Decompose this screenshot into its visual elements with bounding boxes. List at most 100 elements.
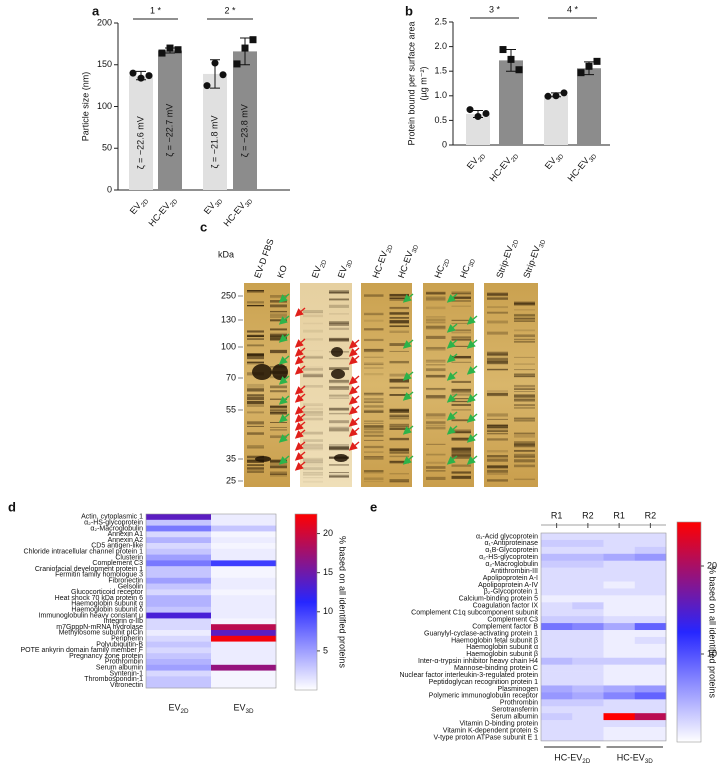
gel-band — [364, 477, 384, 481]
heatmap-cell — [572, 650, 604, 659]
gel-band — [514, 384, 535, 387]
y-tick-label: 0.5 — [434, 115, 447, 125]
row-label: α₂-Macroglobulin — [485, 561, 538, 568]
row-label: α₁B-Glycoprotein — [485, 547, 538, 554]
gel-band — [270, 294, 287, 298]
gel-band — [451, 331, 471, 334]
gel-band — [389, 312, 409, 315]
gel-band — [514, 385, 535, 388]
gel-band — [303, 467, 323, 471]
gel-band — [451, 471, 471, 474]
heatmap-cell — [541, 602, 573, 610]
gel-band — [487, 430, 508, 432]
bar — [233, 51, 257, 190]
heatmap-cell — [634, 706, 667, 714]
heatmap-cell — [541, 657, 573, 665]
gel-band — [487, 466, 508, 469]
gel-arrow — [402, 425, 414, 435]
x-tick-label: HC-EV2D — [488, 149, 521, 185]
group-label: HC-EV2D — [554, 752, 591, 765]
row-label: Fibronectin — [108, 578, 143, 585]
gel-band — [389, 394, 409, 396]
row-label: Apolipoprotein A-I — [483, 575, 538, 582]
lane-label: HC-EV3D — [396, 242, 421, 281]
heatmap-cell — [634, 588, 667, 596]
gel-band — [487, 473, 508, 476]
row-label: Integrin α-IIb — [104, 618, 144, 625]
gel-band — [487, 438, 508, 441]
gel-band — [389, 350, 409, 352]
gel-band — [451, 322, 471, 324]
gel-blob — [255, 456, 271, 462]
gel-band — [303, 467, 323, 468]
gel-band — [487, 455, 508, 458]
gel-band — [364, 392, 384, 394]
heatmap-cell — [634, 546, 667, 555]
gel-band — [514, 398, 535, 401]
gel-band — [247, 467, 264, 470]
gel-band — [426, 466, 446, 469]
heatmap-cell — [634, 623, 667, 631]
gel-band — [270, 300, 287, 303]
gel-band — [270, 390, 287, 393]
gel-band — [487, 311, 508, 314]
gel-arrow — [278, 315, 290, 325]
gel-band — [364, 428, 384, 431]
heatmap-cell — [146, 537, 212, 544]
heatmap-cell — [572, 546, 604, 555]
colorbar-tick-label: 10 — [323, 606, 333, 616]
gel-band — [247, 455, 264, 459]
gel-band — [329, 412, 349, 414]
gel-band — [514, 444, 535, 448]
colorbar-tick-label: 20 — [323, 528, 333, 538]
heatmap-cell — [211, 676, 277, 683]
gel-band — [451, 451, 471, 453]
gel-band — [303, 480, 323, 483]
gel-band — [451, 437, 471, 441]
gel-band — [451, 389, 471, 393]
heatmap-cell — [541, 533, 573, 541]
row-label: Complement C1q subcomponent subunit — [411, 610, 538, 617]
gel-band — [426, 360, 446, 363]
gel-band — [270, 411, 287, 415]
gel-band — [451, 431, 471, 434]
gel-band — [487, 426, 508, 428]
gel-arrow — [466, 433, 478, 443]
heatmap-cell — [572, 643, 604, 652]
gel-arrow — [402, 293, 414, 303]
gel-band — [303, 471, 323, 474]
gel-band — [247, 353, 264, 357]
colorbar-label: % based on all identified proteins — [338, 536, 348, 669]
row-label: Vitamin K-dependent protein S — [443, 727, 539, 734]
heatmap-cell — [634, 595, 667, 603]
heatmap-cell — [211, 583, 277, 590]
heatmap-cell — [146, 618, 212, 625]
lane-label: KO — [275, 264, 289, 280]
y-tick-label: 2.0 — [434, 41, 447, 51]
row-label: Peptidoglycan recognition protein 1 — [429, 679, 538, 686]
gel-band — [270, 429, 287, 431]
gel-band — [329, 464, 349, 466]
heatmap-cell — [211, 537, 277, 544]
gel-band — [514, 309, 535, 311]
gel-arrow — [402, 339, 414, 349]
gel-band — [247, 470, 264, 473]
gel-band — [364, 425, 384, 427]
gel-band — [426, 470, 446, 472]
lane-label: EV-D FBS — [252, 238, 275, 280]
column-label: R2 — [645, 510, 657, 520]
heatmap-cell — [211, 670, 277, 677]
gel-band — [451, 305, 471, 307]
gel-band — [270, 385, 287, 389]
bar — [577, 68, 601, 145]
data-point — [585, 62, 593, 70]
gel-band — [426, 306, 446, 310]
y-tick-label: 1.0 — [434, 90, 447, 100]
gel-band — [270, 337, 287, 341]
gel-band — [364, 393, 384, 396]
heatmap-cell — [634, 699, 667, 707]
gel-band — [329, 407, 349, 411]
gel-band — [514, 404, 535, 407]
gel-arrow — [278, 293, 290, 303]
gel-band — [389, 306, 409, 309]
